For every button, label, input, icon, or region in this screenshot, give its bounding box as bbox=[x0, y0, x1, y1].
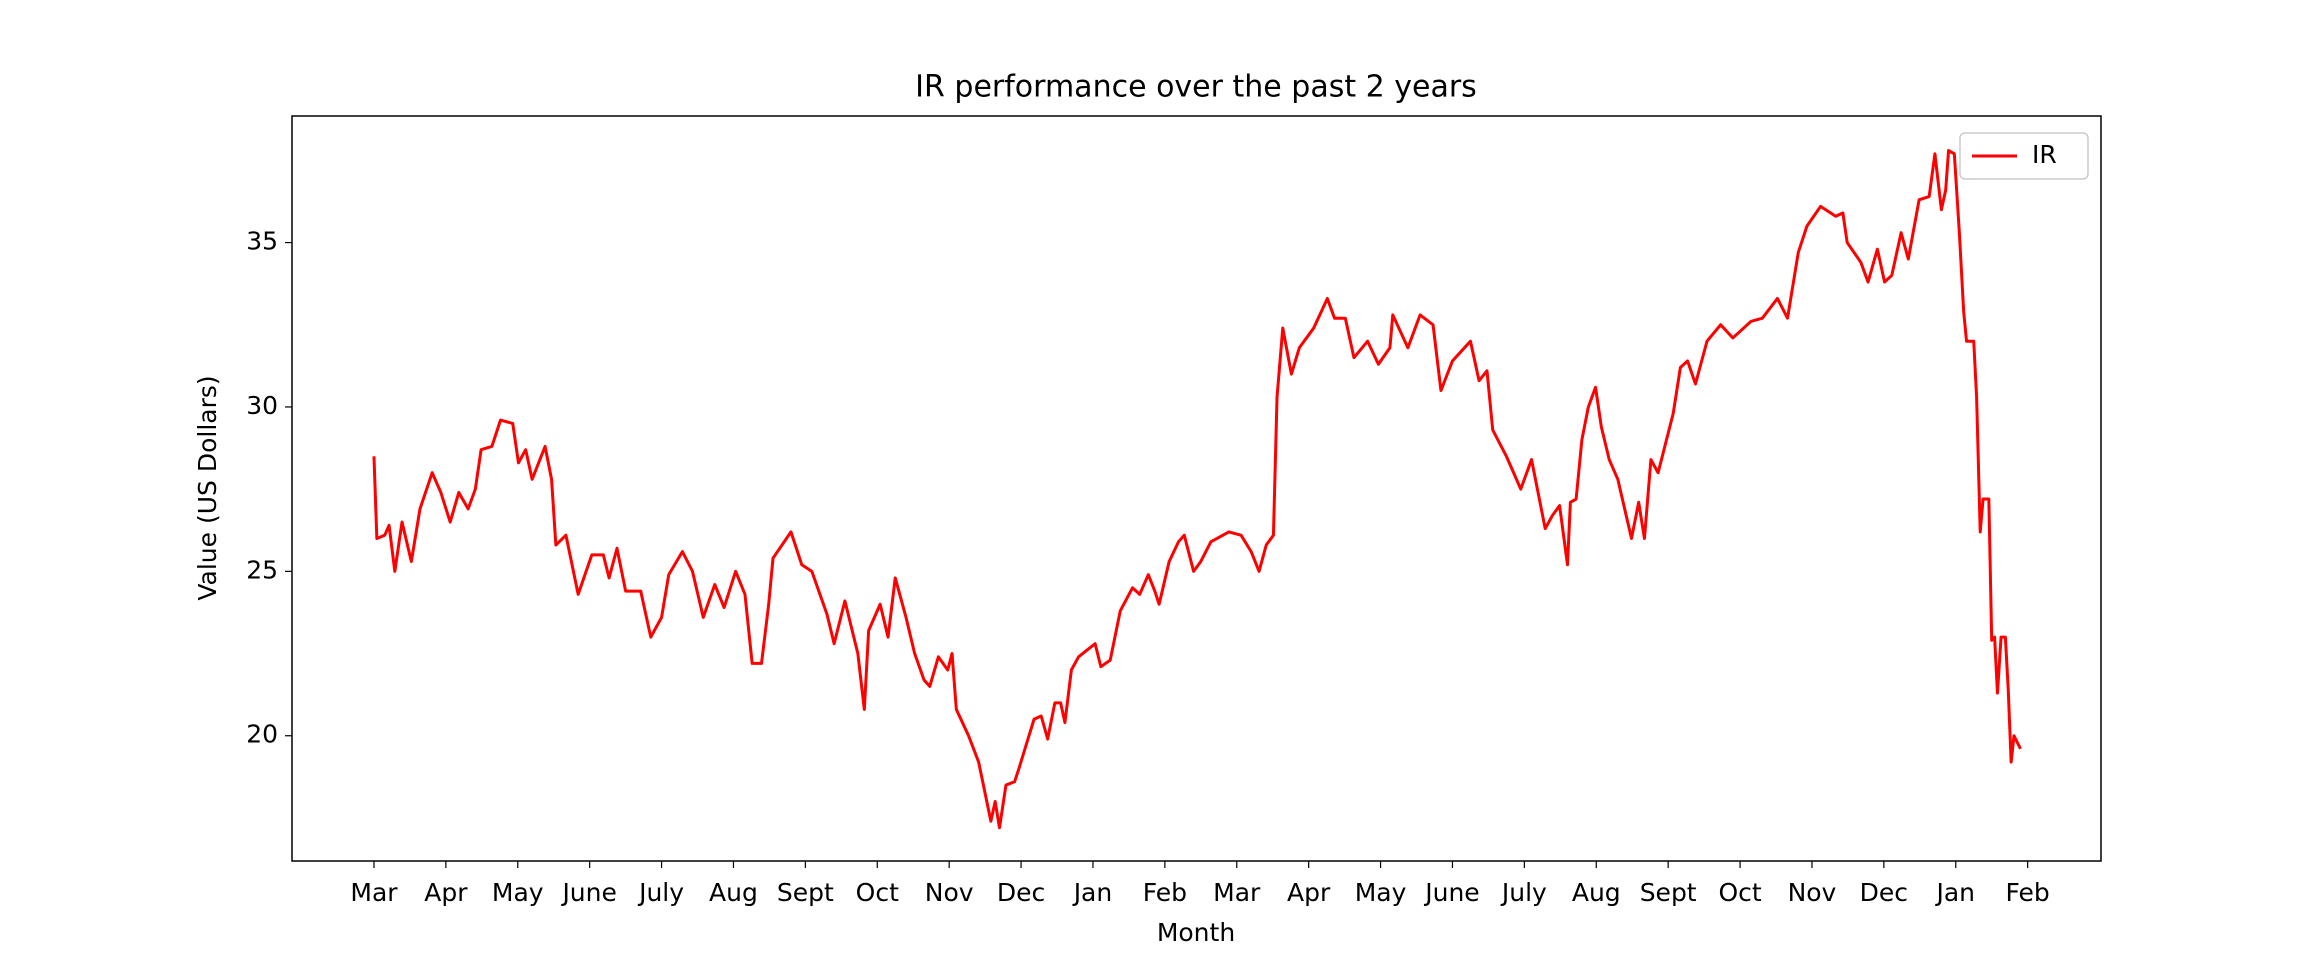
x-tick-label: Aug bbox=[1572, 878, 1621, 907]
x-tick-label: Apr bbox=[1287, 878, 1331, 907]
x-axis-label: Month bbox=[1157, 918, 1235, 947]
x-tick-label: Nov bbox=[925, 878, 974, 907]
x-tick-label: June bbox=[1423, 878, 1479, 907]
x-tick-label: Nov bbox=[1788, 878, 1837, 907]
x-tick-label: Jan bbox=[1072, 878, 1113, 907]
x-tick-label: Feb bbox=[1143, 878, 1187, 907]
y-tick-label: 20 bbox=[246, 720, 278, 749]
x-tick-label: Mar bbox=[1213, 878, 1261, 907]
x-tick-label: Sept bbox=[1640, 878, 1697, 907]
x-tick-label: Feb bbox=[2006, 878, 2050, 907]
x-tick-label: May bbox=[492, 878, 544, 907]
legend-label: IR bbox=[2032, 140, 2057, 169]
x-tick-label: Mar bbox=[350, 878, 398, 907]
x-tick-label: Jan bbox=[1934, 878, 1975, 907]
x-tick-label: Oct bbox=[1718, 878, 1761, 907]
x-tick-label: Dec bbox=[1860, 878, 1908, 907]
y-axis-label: Value (US Dollars) bbox=[193, 375, 222, 600]
chart-title: IR performance over the past 2 years bbox=[915, 70, 1477, 105]
x-tick-label: Apr bbox=[424, 878, 468, 907]
data-line bbox=[372, 149, 2022, 830]
plot-frame bbox=[291, 115, 2102, 862]
x-tick-label: Oct bbox=[856, 878, 899, 907]
x-tick-label: Aug bbox=[709, 878, 758, 907]
y-tick-label: 25 bbox=[246, 555, 278, 584]
x-tick-label: July bbox=[637, 878, 684, 907]
x-tick-label: Sept bbox=[777, 878, 834, 907]
x-tick-label: May bbox=[1355, 878, 1407, 907]
y-tick-label: 35 bbox=[246, 227, 278, 256]
x-tick-label: Dec bbox=[997, 878, 1045, 907]
legend-box bbox=[1959, 132, 2089, 180]
y-tick-label: 30 bbox=[246, 391, 278, 420]
x-tick-label: July bbox=[1500, 878, 1547, 907]
x-tick-label: June bbox=[560, 878, 616, 907]
legend: IR bbox=[1959, 132, 2089, 180]
